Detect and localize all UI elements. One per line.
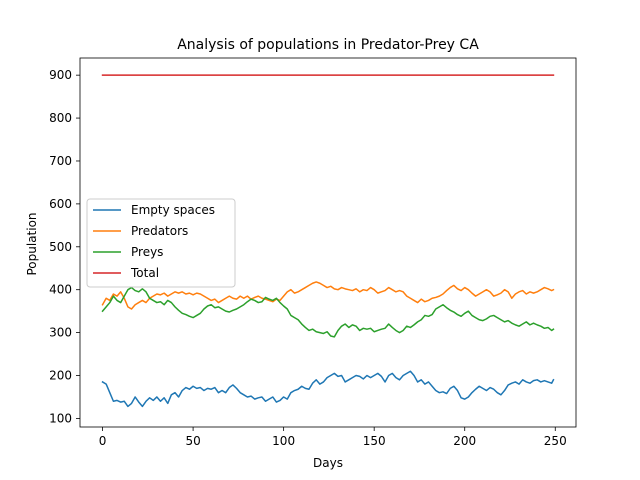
x-tick-label: 200 — [453, 434, 476, 448]
axes: 0 50 100 150 200 250 100 200 300 400 500 600 700 800 9… — [49, 57, 577, 448]
x-tick-label: 150 — [363, 434, 386, 448]
y-tick-label: 400 — [49, 283, 72, 297]
legend-label: Preys — [131, 245, 163, 259]
series-line-empty-spaces — [101, 370, 555, 408]
y-tick-label: 600 — [49, 197, 72, 211]
y-tick-label: 500 — [49, 240, 72, 254]
y-tick-label: 900 — [49, 68, 72, 82]
x-axis-label: Days — [313, 456, 343, 470]
series-line-predators — [101, 281, 555, 310]
x-tick-label: 50 — [185, 434, 200, 448]
chart-title: Analysis of populations in Predator-Prey… — [177, 37, 479, 53]
x-tick-label: 0 — [99, 434, 107, 448]
legend-label: Predators — [131, 224, 188, 238]
legend-label: Total — [130, 266, 159, 280]
y-tick-label: 300 — [49, 326, 72, 340]
y-tick-label: 800 — [49, 111, 72, 125]
axes-frame — [79, 57, 577, 428]
x-tick-label: 250 — [544, 434, 567, 448]
legend-box — [86, 198, 236, 288]
y-axis-label: Population — [25, 212, 39, 275]
plot-area — [101, 74, 555, 408]
y-tick-label: 700 — [49, 154, 72, 168]
legend-label: Empty spaces — [131, 203, 215, 217]
y-tick-label: 100 — [49, 411, 72, 425]
x-tick-label: 100 — [272, 434, 295, 448]
series-line-preys — [101, 286, 555, 338]
y-tick-label: 200 — [49, 369, 72, 383]
legend: Empty spaces Predators Preys Total — [86, 198, 236, 288]
